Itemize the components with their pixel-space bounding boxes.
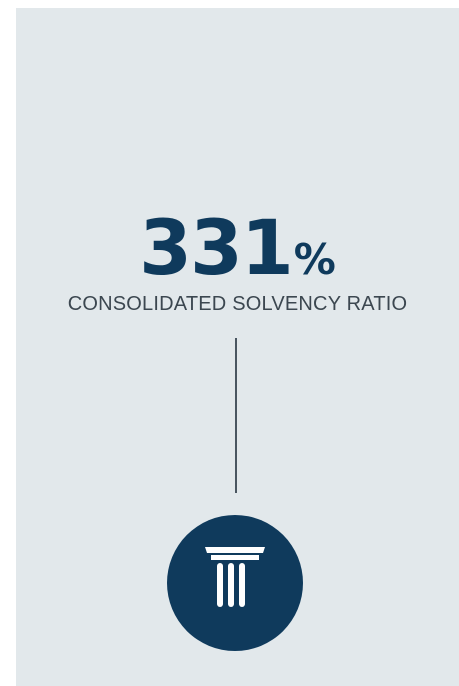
connector-line — [235, 338, 237, 493]
stat-label: CONSOLIDATED SOLVENCY RATIO — [67, 293, 408, 315]
stat-value: 331% — [16, 204, 459, 292]
pillar-badge — [167, 515, 303, 651]
stat-card: 331% CONSOLIDATED SOLVENCY RATIO — [16, 8, 459, 686]
stat-number: 331 — [139, 203, 294, 292]
stat-unit: % — [293, 235, 336, 284]
pillar-column-icon — [205, 547, 265, 607]
